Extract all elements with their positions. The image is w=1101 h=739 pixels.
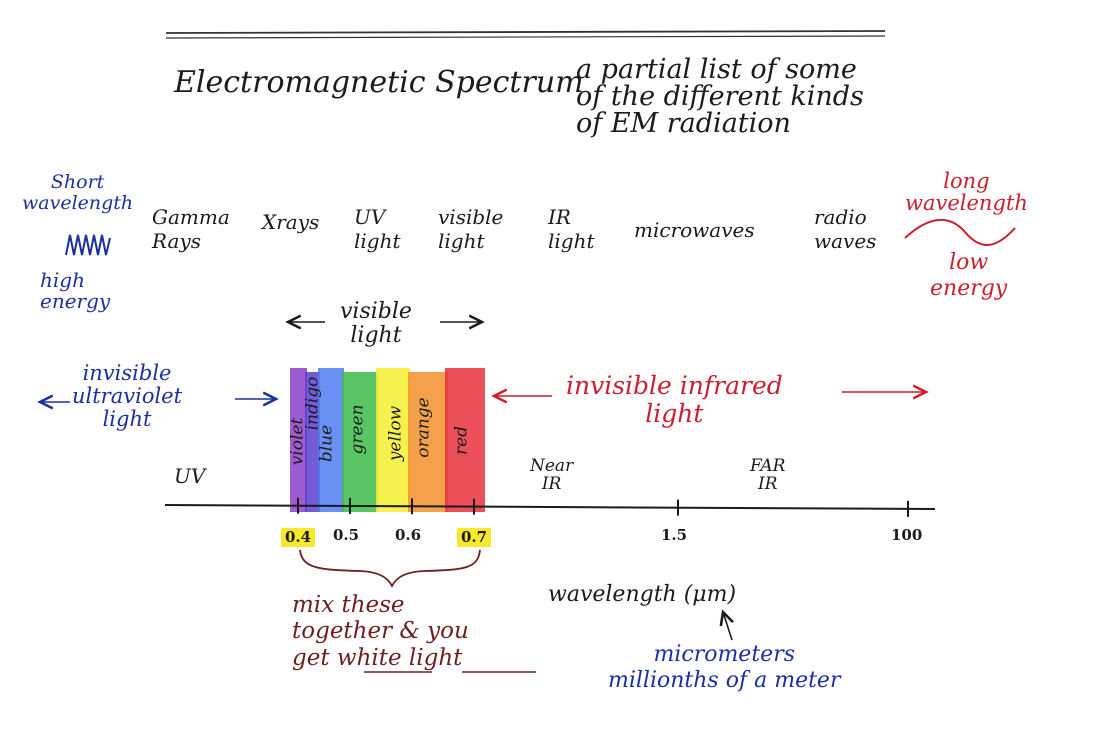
color-band-red	[445, 368, 485, 512]
color-name-orange: orange	[413, 397, 434, 458]
axis-label-wavelength: wavelength (μm)	[548, 582, 737, 607]
invisible-ultraviolet-label: invisible ultraviolet light	[72, 361, 183, 432]
mix-note-text: mix these together & you get	[292, 592, 469, 671]
top-rule-2	[165, 35, 886, 39]
radiation-type-visible: visible light	[438, 205, 504, 253]
low-energy-label: low energy	[930, 250, 1008, 302]
color-name-red: red	[451, 425, 472, 456]
radiation-type-microwaves: microwaves	[634, 218, 755, 242]
tick-label-0-7: 0.7	[457, 528, 492, 547]
color-band-blue	[318, 368, 344, 512]
long-wavelength-label: long wavelength	[905, 169, 1028, 216]
micrometer-arrow	[723, 612, 732, 641]
radiation-type-radio: radio waves	[814, 205, 877, 253]
color-band-indigo	[305, 372, 320, 512]
mix-note-white: white	[336, 644, 402, 671]
region-label-near-ir: Near IR	[530, 456, 574, 494]
axis-ticks	[297, 497, 909, 517]
radiation-type-gamma: Gamma Rays	[152, 205, 230, 253]
top-rule-1	[165, 30, 886, 34]
page-subtitle: a partial list of some of the different …	[576, 54, 864, 139]
tick-label-0-6: 0.6	[395, 526, 422, 544]
color-band-yellow	[376, 368, 410, 512]
color-name-green: green	[347, 404, 368, 455]
color-band-orange	[408, 372, 448, 512]
visible-brace	[299, 549, 481, 589]
wavelength-axis	[164, 504, 936, 510]
radiation-type-xrays: Xrays	[262, 210, 320, 234]
color-band-green	[342, 372, 378, 512]
radiation-type-ir: IR light	[548, 205, 595, 253]
color-band-violet	[290, 368, 307, 512]
mix-note: mix these together & you get white light	[292, 592, 469, 671]
tick-label-0-5: 0.5	[333, 526, 360, 544]
invisible-infrared-label: invisible infrared light	[566, 371, 783, 428]
color-name-blue: blue	[316, 424, 337, 463]
visible-color-bands	[290, 368, 485, 512]
short-wave-squiggle	[65, 234, 111, 256]
long-wave-squiggle	[904, 218, 1016, 246]
tick-label-0-4: 0.4	[281, 528, 316, 547]
region-label-uv: UV	[174, 464, 206, 488]
radiation-type-uv: UV light	[354, 205, 401, 253]
region-label-far-ir: FAR IR	[750, 456, 786, 494]
page-title: Electromagnetic Spectrum	[174, 65, 584, 100]
tick-label-1-5: 1.5	[661, 526, 688, 544]
color-name-yellow: yellow	[385, 405, 406, 462]
mix-note-light: light	[408, 644, 463, 671]
micrometers-note: micrometers millionths of a meter	[608, 642, 841, 694]
tick-label-100: 100	[891, 526, 923, 544]
visible-light-label: visible light	[340, 299, 412, 349]
high-energy-label: high energy	[40, 268, 111, 313]
short-wavelength-label: Short wavelength	[22, 171, 134, 214]
